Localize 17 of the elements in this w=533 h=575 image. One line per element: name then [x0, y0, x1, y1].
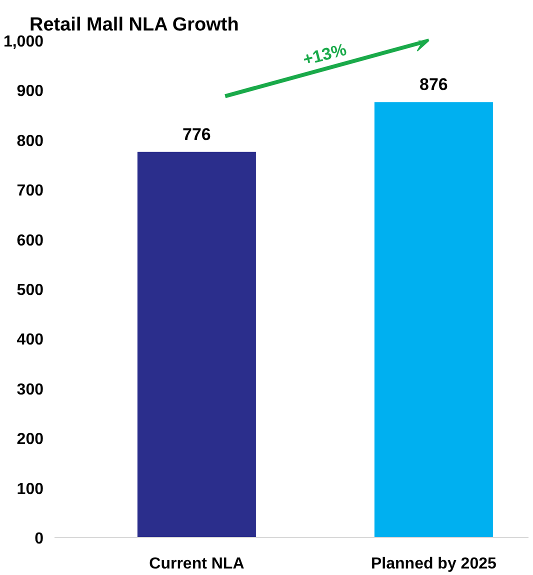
y-tick-label: 200: [16, 431, 44, 448]
y-tick-label: 400: [16, 332, 44, 349]
y-tick-label: 100: [16, 480, 44, 498]
x-tick-label: Planned by 2025: [371, 556, 496, 572]
y-tick-label: 800: [16, 132, 44, 150]
data-label: 876: [420, 75, 448, 94]
y-tick-label: 500: [16, 282, 44, 299]
data-label: 776: [182, 124, 211, 144]
y-tick-label: 700: [16, 182, 44, 200]
y-tick-label: 900: [16, 83, 44, 100]
y-tick-label: 1,000: [3, 34, 44, 50]
annotation: +13%: [301, 40, 348, 70]
y-tick-label: 600: [16, 232, 44, 250]
y-tick-label: 0: [34, 530, 44, 548]
y-tick-label: 300: [16, 381, 44, 398]
chart-title: Retail Mall NLA Growth: [30, 14, 239, 36]
x-tick-label: Current NLA: [149, 556, 245, 572]
